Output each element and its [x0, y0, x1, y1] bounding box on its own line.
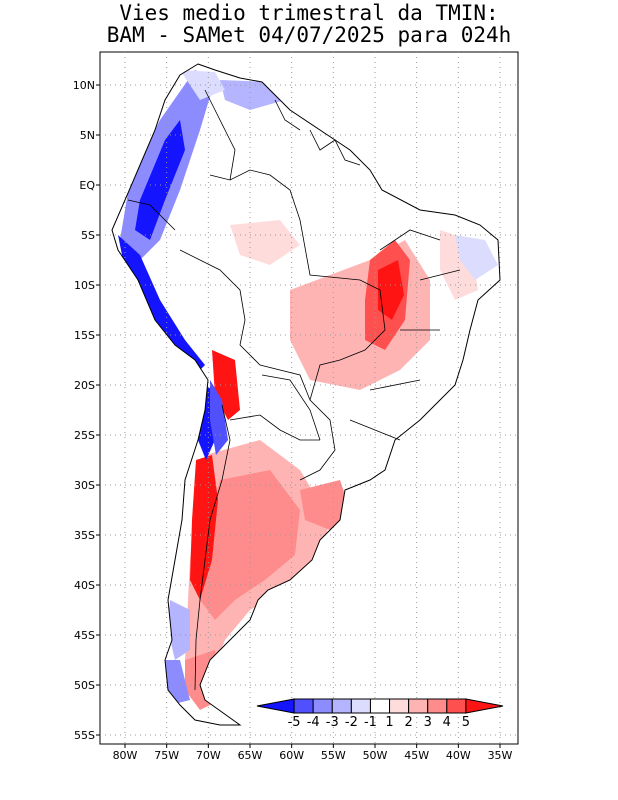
- colorbar-cell: [446, 698, 467, 714]
- colorbar-label: -5: [288, 715, 301, 730]
- lat-label: 20S: [74, 379, 95, 392]
- lon-label: 50W: [363, 749, 388, 762]
- red-region-brazil-hot: [378, 260, 404, 320]
- colorbar-cell: [350, 698, 371, 714]
- border-venezuela-guyana: [274, 99, 301, 131]
- map-title: Vies medio trimestral da TMIN: BAM - SAM…: [0, 2, 618, 46]
- red-region-argentina-core: [200, 470, 300, 620]
- colorbar-label: 1: [385, 715, 393, 730]
- bias-field: [118, 70, 498, 710]
- lon-label: 75W: [154, 749, 179, 762]
- border-argentina-north: [229, 414, 320, 441]
- red-region-uruguay: [300, 480, 350, 530]
- colorbar-label: -1: [364, 715, 377, 730]
- colorbar-arrow-high: [465, 698, 504, 714]
- blue-region-caribbean-coast: [180, 70, 225, 100]
- colorbar-cell: [331, 698, 352, 714]
- lat-label: 35S: [74, 529, 95, 542]
- blue-region-bahia: [455, 235, 498, 280]
- lat-label: 10S: [74, 279, 95, 292]
- border-brazil-west: [209, 169, 386, 481]
- lon-label: 65W: [238, 749, 263, 762]
- border-guianas: [309, 129, 361, 166]
- colorbar-cell: [389, 698, 410, 714]
- latitude-labels: 10N 5N EQ 5S 10S 15S 20S 25S 30S 35S 40S 45S 50S 55S: [73, 79, 100, 742]
- colorbar-label: 2: [404, 715, 412, 730]
- red-region-andes-south: [190, 455, 218, 600]
- title-line-2: BAM - SAMet 04/07/2025 para 024h: [106, 23, 512, 47]
- colorbar-cell: [369, 698, 391, 714]
- lon-label: 45W: [404, 749, 429, 762]
- colorbar-cell: [427, 698, 448, 714]
- colorbar-cell: [312, 698, 333, 714]
- longitude-labels: 80W 75W 70W 65W 60W 55W 50W 45W 40W 35W: [113, 744, 513, 762]
- border-paraguay: [261, 374, 321, 441]
- colorbar-cell: [408, 698, 429, 714]
- colorbar-label: -2: [345, 715, 358, 730]
- lat-label: 15S: [74, 329, 95, 342]
- lon-label: 70W: [196, 749, 221, 762]
- blue-region-chile-coast: [210, 380, 228, 455]
- colorbar-cell: [293, 698, 314, 714]
- lon-label: 80W: [113, 749, 138, 762]
- colorbar-label: -4: [307, 715, 320, 730]
- lon-label: 35W: [488, 749, 513, 762]
- lat-label: 30S: [74, 479, 95, 492]
- border-colombia-venezuela: [204, 89, 236, 181]
- lat-label: 25S: [74, 429, 95, 442]
- lat-label: 45S: [74, 629, 95, 642]
- blue-region-patagonia: [168, 600, 190, 660]
- colorbar-label: 3: [424, 715, 432, 730]
- lat-label: 40S: [74, 579, 95, 592]
- lon-label: 60W: [279, 749, 304, 762]
- border-argentina-chile: [194, 404, 231, 691]
- border-peru-bolivia: [179, 249, 311, 401]
- colorbar-label: 5: [462, 715, 470, 730]
- country-borders: [127, 89, 461, 691]
- red-region-amazon: [230, 220, 300, 265]
- blue-region-peru-coast: [118, 235, 205, 372]
- blue-region-andes-north: [135, 120, 185, 240]
- lat-label: EQ: [79, 179, 95, 192]
- lat-label: 5S: [81, 229, 95, 242]
- grid: [100, 52, 518, 744]
- title-line-1: Vies medio trimestral da TMIN:: [119, 1, 499, 25]
- lat-label: 50S: [74, 679, 95, 692]
- border-ecuador: [127, 199, 176, 231]
- colorbar-label: -3: [326, 715, 339, 730]
- lon-label: 55W: [321, 749, 346, 762]
- border-brazil-states: [349, 229, 461, 441]
- lat-label: 10N: [73, 79, 95, 92]
- colorbar-label: 4: [443, 715, 451, 730]
- lat-label: 55S: [74, 729, 95, 742]
- lon-label: 40W: [446, 749, 471, 762]
- colorbar: -5 -4 -3 -2 -1 1 2 3 4 5: [256, 698, 504, 730]
- lat-label: 5N: [80, 129, 95, 142]
